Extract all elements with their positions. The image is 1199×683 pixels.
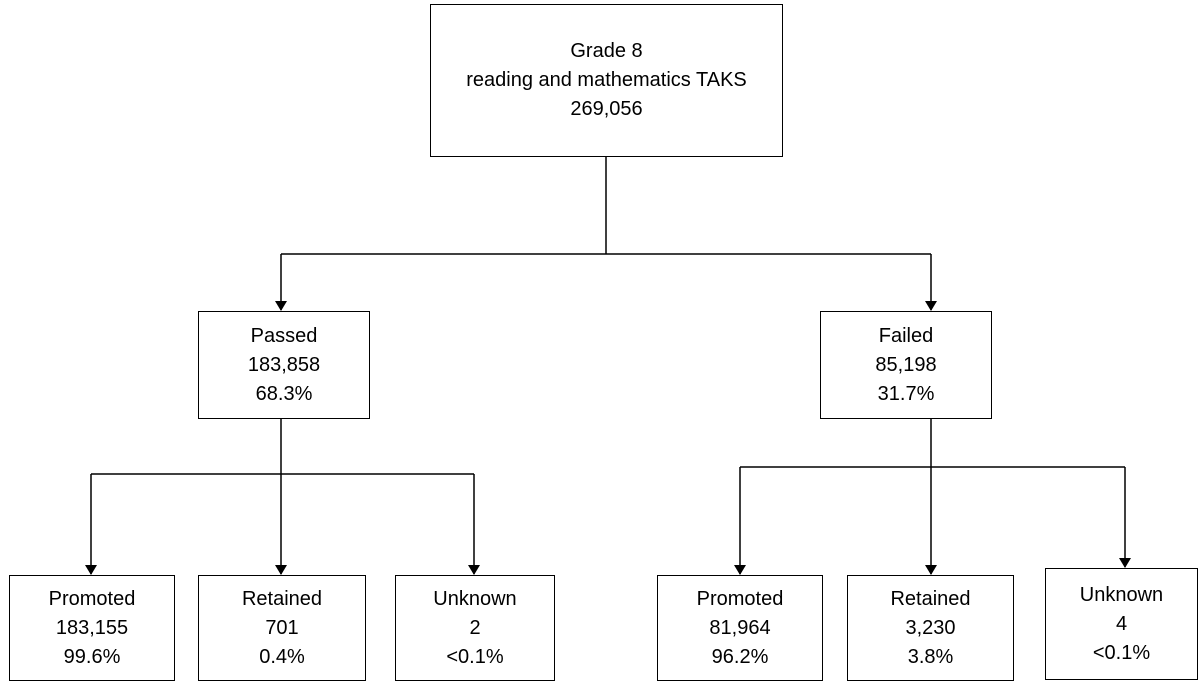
- failed-unknown-percent: <0.1%: [1092, 641, 1151, 664]
- failed-node-box: Failed 85,198 31.7%: [820, 311, 992, 419]
- passed-count: 183,858: [247, 353, 321, 376]
- passed-unknown-label: Unknown: [433, 587, 517, 610]
- failed-promoted-box: Promoted 81,964 96.2%: [657, 575, 823, 681]
- failed-promoted-label: Promoted: [696, 587, 784, 610]
- passed-retained-label: Retained: [241, 587, 323, 610]
- passed-unknown-box: Unknown 2 <0.1%: [395, 575, 555, 681]
- failed-retained-percent: 3.8%: [907, 645, 954, 668]
- root-count: 269,056: [570, 98, 643, 120]
- passed-promoted-label: Promoted: [48, 587, 136, 610]
- root-subtitle: reading and mathematics TAKS: [466, 69, 747, 91]
- failed-unknown-label: Unknown: [1079, 583, 1164, 606]
- passed-percent: 68.3%: [255, 382, 313, 405]
- failed-promoted-percent: 96.2%: [711, 645, 769, 668]
- root-node-box: Grade 8 reading and mathematics TAKS 269…: [430, 4, 783, 157]
- failed-unknown-count: 4: [1115, 612, 1128, 635]
- passed-retained-box: Retained 701 0.4%: [198, 575, 366, 681]
- passed-promoted-count: 183,155: [55, 616, 129, 639]
- passed-node-box: Passed 183,858 68.3%: [198, 311, 370, 419]
- failed-retained-count: 3,230: [905, 616, 956, 639]
- failed-label: Failed: [878, 324, 934, 347]
- passed-label: Passed: [250, 324, 318, 347]
- failed-percent: 31.7%: [877, 382, 935, 405]
- root-title: Grade 8: [570, 40, 643, 62]
- passed-retained-percent: 0.4%: [259, 645, 305, 668]
- failed-promoted-count: 81,964: [709, 616, 771, 639]
- failed-retained-box: Retained 3,230 3.8%: [847, 575, 1014, 681]
- failed-unknown-box: Unknown 4 <0.1%: [1045, 568, 1198, 680]
- passed-retained-count: 701: [265, 616, 299, 639]
- passed-promoted-box: Promoted 183,155 99.6%: [9, 575, 175, 681]
- failed-count: 85,198: [875, 353, 937, 376]
- passed-unknown-percent: <0.1%: [446, 645, 504, 668]
- failed-retained-label: Retained: [890, 587, 971, 610]
- passed-promoted-percent: 99.6%: [63, 645, 121, 668]
- passed-unknown-count: 2: [469, 616, 481, 639]
